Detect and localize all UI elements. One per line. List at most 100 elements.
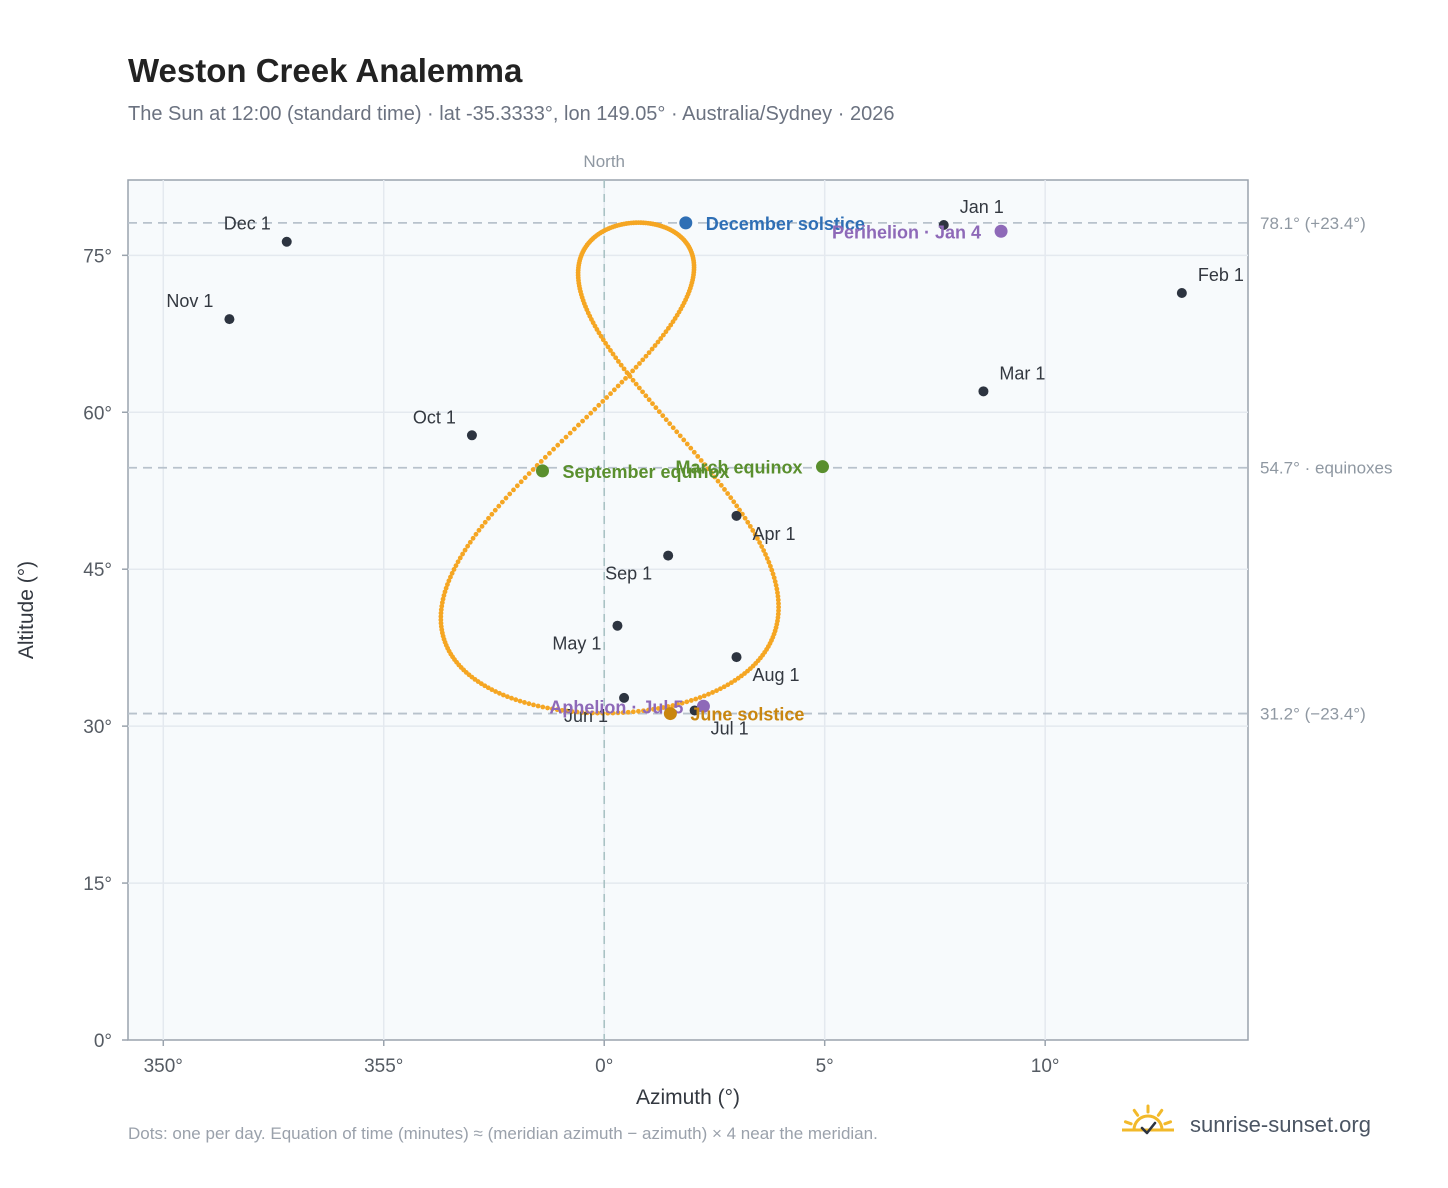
day-dot xyxy=(511,487,516,493)
day-dot xyxy=(702,462,708,468)
day-dot xyxy=(440,596,446,602)
month-dot xyxy=(731,652,742,663)
month-label: Dec 1 xyxy=(224,214,271,234)
day-dot xyxy=(729,680,734,686)
day-dot xyxy=(670,425,676,431)
y-tick-label: 60° xyxy=(83,403,112,424)
day-dot xyxy=(526,471,532,476)
x-axis-label: Azimuth (°) xyxy=(636,1086,740,1109)
sun-ray xyxy=(1163,1120,1173,1126)
day-dot xyxy=(722,487,727,492)
day-dot xyxy=(681,437,687,443)
day-dot xyxy=(761,548,767,553)
y-tick-label: 0° xyxy=(94,1031,112,1052)
day-dot xyxy=(576,422,581,428)
day-dot xyxy=(770,571,776,577)
day-dot xyxy=(618,362,624,368)
day-dot xyxy=(637,361,642,366)
day-dot xyxy=(530,467,536,472)
month-dot xyxy=(224,314,235,325)
day-dot xyxy=(493,689,498,694)
day-dot xyxy=(605,344,611,350)
day-dot xyxy=(772,579,778,584)
chart-footnote: Dots: one per day. Equation of time (min… xyxy=(128,1124,878,1143)
day-dot xyxy=(503,495,509,501)
day-dot xyxy=(764,555,770,561)
y-tick-label: 45° xyxy=(83,560,112,581)
day-dot xyxy=(710,690,715,695)
day-dot xyxy=(551,446,556,452)
day-dot xyxy=(540,704,546,710)
day-dot xyxy=(706,691,711,697)
day-dot xyxy=(497,690,502,696)
day-dot xyxy=(630,377,636,383)
day-dot xyxy=(465,543,471,549)
day-dot xyxy=(535,703,541,709)
month-markers: Jan 1 Feb 1 Mar 1 Apr 1 May 1 Jun 1 Jul 1 Aug 1… xyxy=(166,197,1244,738)
day-dot xyxy=(443,585,449,591)
day-dot xyxy=(619,379,625,385)
north-label: North xyxy=(583,152,625,171)
day-dot xyxy=(775,611,781,617)
day-dot xyxy=(604,395,610,400)
day-dot xyxy=(542,454,548,460)
day-dot xyxy=(643,353,649,359)
month-dot xyxy=(689,705,700,716)
reference-lines: 78.1° (+23.4°) 54.7° · equinoxes 31.2° (−2… xyxy=(128,214,1393,724)
day-dot xyxy=(652,343,658,348)
day-dot xyxy=(505,694,510,700)
day-dot xyxy=(697,695,703,700)
day-dot xyxy=(774,586,780,592)
y-axis-label: Altitude (°) xyxy=(15,561,38,659)
daily-sun-dots xyxy=(438,220,781,716)
day-dot xyxy=(757,540,763,545)
day-dot xyxy=(773,582,779,588)
y-tick-label: 30° xyxy=(83,717,112,738)
day-dot xyxy=(507,491,513,497)
brand-logo[interactable]: sunrise-sunset.org xyxy=(1120,1102,1400,1146)
day-dot xyxy=(775,593,781,599)
event-label: Perihelion · Jan 4 xyxy=(832,222,981,242)
day-dot xyxy=(569,709,575,714)
x-tick-label: 355° xyxy=(364,1056,403,1077)
y-tick-label: 15° xyxy=(83,874,112,895)
day-dot xyxy=(603,340,608,346)
day-dot xyxy=(656,409,662,415)
day-dot xyxy=(660,332,666,338)
day-dot xyxy=(489,511,495,517)
day-dot xyxy=(709,470,714,476)
day-dot xyxy=(653,405,659,411)
day-dot xyxy=(667,421,673,427)
day-dot xyxy=(522,475,528,481)
day-dot xyxy=(620,710,626,715)
month-dot xyxy=(731,510,742,521)
day-dot xyxy=(660,413,666,419)
event-label: March equinox xyxy=(675,458,802,478)
day-dot xyxy=(766,559,772,565)
day-dot xyxy=(438,607,444,613)
month-label: May 1 xyxy=(552,634,601,654)
day-dot xyxy=(538,458,544,464)
day-dot xyxy=(610,710,616,716)
event-dot xyxy=(535,464,549,478)
day-dot xyxy=(555,442,561,448)
brand-name: sunrise-sunset.org xyxy=(1190,1112,1371,1137)
reference-label: 31.2° (−23.4°) xyxy=(1260,705,1366,724)
day-dot xyxy=(460,551,466,557)
day-dot xyxy=(755,536,760,541)
x-tick-label: 5° xyxy=(816,1056,834,1077)
event-dot xyxy=(815,460,829,474)
day-dot xyxy=(734,503,740,509)
x-tick-label: 0° xyxy=(595,1056,613,1077)
day-dot xyxy=(677,433,683,439)
month-label: Jul 1 xyxy=(711,718,749,738)
event-dot xyxy=(679,216,693,230)
plot-area xyxy=(127,179,1249,1041)
day-dot xyxy=(655,706,661,711)
day-dot xyxy=(615,710,621,716)
day-dot xyxy=(693,696,699,702)
x-tick-label: 350° xyxy=(144,1056,183,1077)
day-dot xyxy=(449,570,455,576)
day-dot xyxy=(600,399,606,404)
day-dot xyxy=(608,391,613,397)
